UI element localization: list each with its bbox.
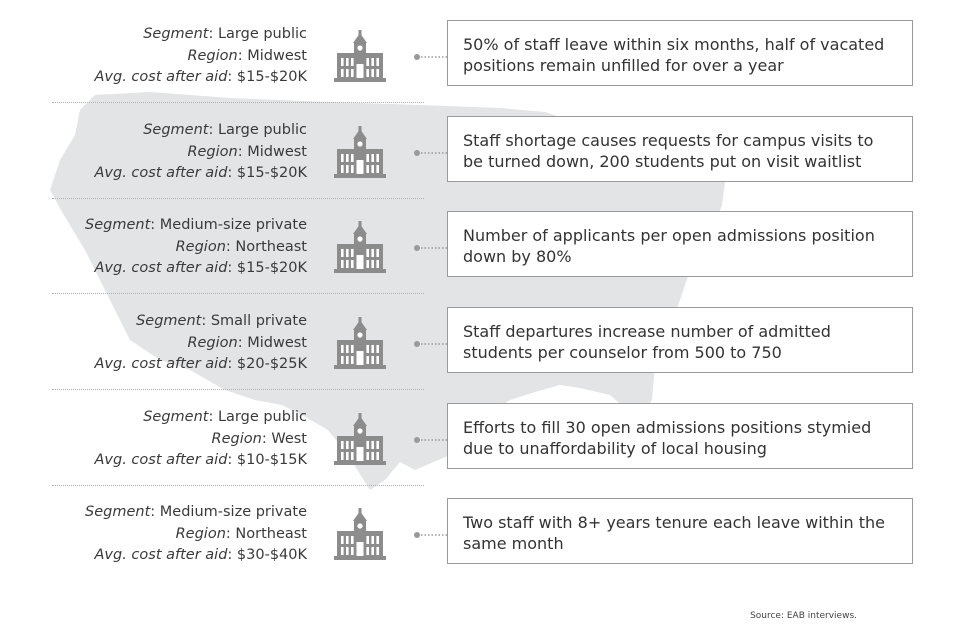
row-divider xyxy=(52,293,424,294)
institution-info: Segment: Large public Region: Midwest Av… xyxy=(94,26,308,85)
row-3: Segment: Medium-size private Region: Nor… xyxy=(0,211,974,307)
row-5: Segment: Large public Region: West Avg. … xyxy=(0,403,974,499)
connector-dot xyxy=(414,245,448,251)
campus-building-icon xyxy=(334,508,386,560)
campus-building-icon xyxy=(334,317,386,369)
row-1: Segment: Large public Region: Midwest Av… xyxy=(0,20,974,116)
finding-card: 50% of staff leave within six months, ha… xyxy=(447,20,913,86)
row-4: Segment: Small private Region: Midwest A… xyxy=(0,307,974,403)
institution-info: Segment: Medium-size private Region: Nor… xyxy=(85,504,307,563)
connector-dot xyxy=(414,437,448,443)
row-divider xyxy=(52,198,424,199)
row-divider xyxy=(52,389,424,390)
row-divider xyxy=(52,485,424,486)
row-divider xyxy=(52,102,424,103)
campus-building-icon xyxy=(334,126,386,178)
campus-building-icon xyxy=(334,30,386,82)
source-note: Source: EAB interviews. xyxy=(750,611,857,621)
finding-card: Efforts to fill 30 open admissions posit… xyxy=(447,403,913,469)
finding-card: Staff departures increase number of admi… xyxy=(447,307,913,373)
finding-card: Number of applicants per open admissions… xyxy=(447,211,913,277)
institution-info: Segment: Large public Region: Midwest Av… xyxy=(94,122,308,181)
row-2: Segment: Large public Region: Midwest Av… xyxy=(0,116,974,212)
finding-card: Two staff with 8+ years tenure each leav… xyxy=(447,498,913,564)
finding-card: Staff shortage causes requests for campu… xyxy=(447,116,913,182)
connector-dot xyxy=(414,341,448,347)
institution-info: Segment: Large public Region: West Avg. … xyxy=(94,409,308,468)
connector-dot xyxy=(414,150,448,156)
institution-info: Segment: Small private Region: Midwest A… xyxy=(94,313,308,372)
institution-info: Segment: Medium-size private Region: Nor… xyxy=(85,217,307,276)
campus-building-icon xyxy=(334,221,386,273)
connector-dot xyxy=(414,532,448,538)
row-6: Segment: Medium-size private Region: Nor… xyxy=(0,498,974,594)
campus-building-icon xyxy=(334,413,386,465)
connector-dot xyxy=(414,54,448,60)
